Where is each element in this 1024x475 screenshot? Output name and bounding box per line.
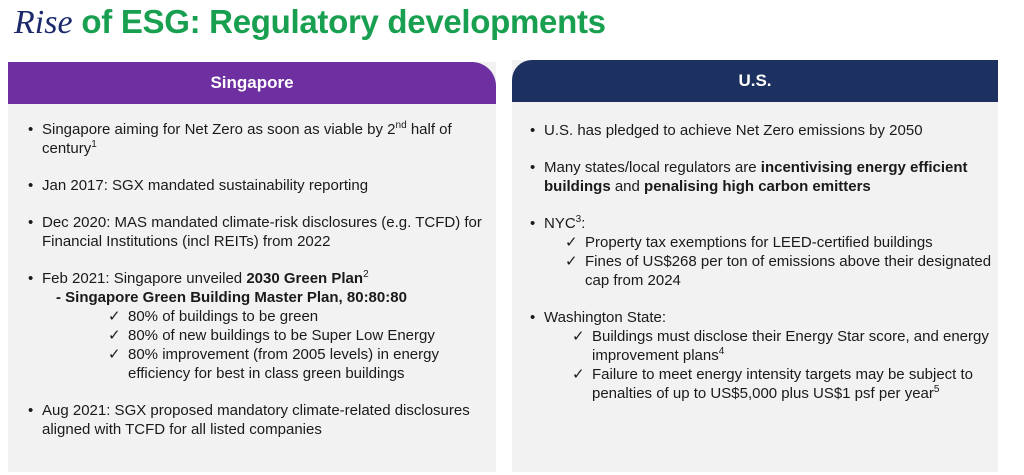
bullet-icon: • — [530, 309, 536, 326]
list-item: • Dec 2020: MAS mandated climate-risk di… — [18, 213, 496, 251]
list-item: ✓ Buildings must disclose their Energy S… — [572, 328, 989, 364]
list-item: ✓ 80% of new buildings to be Super Low E… — [108, 327, 435, 344]
green-building-master-plan: - Singapore Green Building Master Plan, … — [56, 289, 407, 306]
bullet-icon: • — [530, 122, 536, 139]
singapore-header: Singapore — [8, 62, 496, 104]
check-icon: ✓ — [572, 328, 585, 345]
list-item: ✓ 80% of buildings to be green — [108, 308, 319, 325]
list-item: ✓ Fines of US$268 per ton of emissions a… — [565, 253, 992, 289]
bullet-icon: • — [28, 121, 34, 138]
check-icon: ✓ — [108, 327, 121, 344]
list-item: ✓ Failure to meet energy intensity targe… — [572, 366, 974, 402]
list-item: • Singapore aiming for Net Zero as soon … — [18, 120, 496, 158]
bullet-icon: • — [530, 215, 536, 232]
list-item: • Many states/local regulators are incen… — [520, 158, 996, 196]
title-rise: Rise — [14, 4, 73, 41]
us-header: U.S. — [512, 60, 998, 102]
list-item: • U.S. has pledged to achieve Net Zero e… — [520, 121, 996, 140]
bullet-icon: • — [28, 402, 34, 419]
check-icon: ✓ — [565, 253, 578, 270]
list-item: • NYC3: — [520, 214, 996, 233]
singapore-content: • Singapore aiming for Net Zero as soon … — [18, 120, 496, 439]
bullet-icon: • — [28, 214, 34, 231]
title-rest: of ESG: Regulatory developments — [72, 3, 606, 40]
list-item: • Feb 2021: Singapore unveiled 2030 Gree… — [18, 269, 496, 288]
check-icon: ✓ — [565, 234, 578, 251]
page-title: Rise of ESG: Regulatory developments — [14, 2, 606, 43]
bullet-icon: • — [530, 159, 536, 176]
list-item: ✓ 80% improvement (from 2005 levels) in … — [108, 346, 439, 382]
list-item: ✓ Property tax exemptions for LEED-certi… — [565, 234, 933, 251]
singapore-panel: Singapore • Singapore aiming for Net Zer… — [8, 62, 496, 472]
check-icon: ✓ — [108, 346, 121, 363]
check-icon: ✓ — [108, 308, 121, 325]
bullet-icon: • — [28, 270, 34, 287]
list-item: • Washington State: — [520, 308, 996, 327]
list-item: • Aug 2021: SGX proposed mandatory clima… — [18, 401, 496, 439]
list-item: • Jan 2017: SGX mandated sustainability … — [18, 176, 496, 195]
us-content: • U.S. has pledged to achieve Net Zero e… — [520, 121, 996, 403]
check-icon: ✓ — [572, 366, 585, 383]
us-panel: U.S. • U.S. has pledged to achieve Net Z… — [512, 60, 998, 472]
bullet-icon: • — [28, 177, 34, 194]
